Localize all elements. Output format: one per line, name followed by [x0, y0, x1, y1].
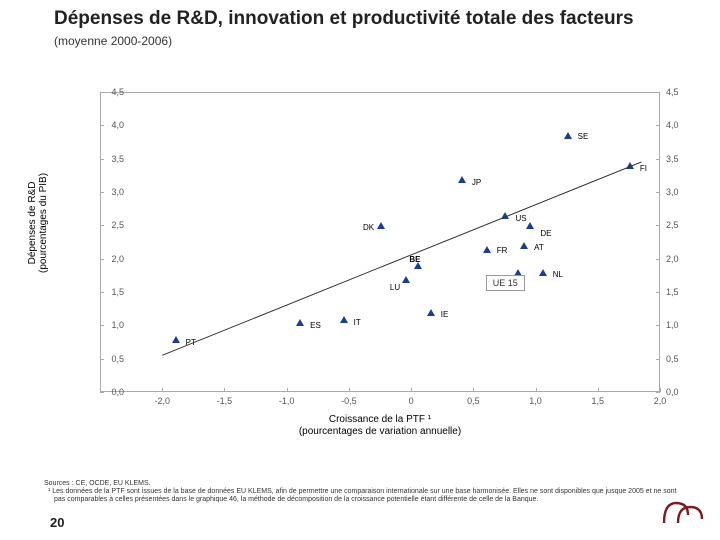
point-label-nl: NL — [553, 270, 563, 279]
point-label-at: AT — [534, 243, 544, 252]
subtitle: (moyenne 2000-2006) — [0, 32, 720, 52]
page-title: Dépenses de R&D, innovation et productiv… — [0, 0, 720, 32]
point-label-dk: DK — [363, 223, 374, 232]
logo-icon — [660, 497, 706, 532]
data-point-at — [520, 242, 528, 249]
ue15-label: UE 15 — [486, 275, 525, 291]
y-tick-right: 2,0 — [666, 254, 696, 264]
y-tick-left: 4,5 — [94, 87, 124, 97]
y-tick-left: 1,5 — [94, 287, 124, 297]
point-label-jp: JP — [472, 178, 481, 187]
point-label-es: ES — [310, 321, 321, 330]
data-point-fr — [483, 246, 491, 253]
x-axis-label: Croissance de la PTF ¹(pourcentages de v… — [100, 414, 660, 438]
sources-footnote: Sources : CE, OCDE, EU KLEMS. ¹ Les donn… — [44, 480, 680, 504]
x-tick: -1,5 — [209, 396, 239, 406]
point-label-it: IT — [354, 318, 361, 327]
y-tick-right: 4,0 — [666, 120, 696, 130]
x-tick: 2,0 — [645, 396, 675, 406]
point-label-fr: FR — [497, 246, 508, 255]
y-tick-right: 3,5 — [666, 154, 696, 164]
y-tick-right: 3,0 — [666, 187, 696, 197]
point-label-pt: PT — [186, 338, 196, 347]
x-tick: -2,0 — [147, 396, 177, 406]
x-tick: -0,5 — [334, 396, 364, 406]
x-tick: -1,0 — [272, 396, 302, 406]
point-label-fi: FI — [640, 164, 647, 173]
data-point-pt — [172, 336, 180, 343]
data-point-us — [501, 212, 509, 219]
point-label-us: US — [515, 214, 526, 223]
point-label-se: SE — [578, 132, 589, 141]
data-point-nl — [539, 269, 547, 276]
page-number: 20 — [50, 515, 64, 530]
y-tick-left: 2,0 — [94, 254, 124, 264]
scatter-chart: Dépenses de R&D(pourcentages du PIB) SEF… — [30, 92, 690, 432]
data-point-jp — [458, 176, 466, 183]
y-tick-left: 3,0 — [94, 187, 124, 197]
plot-area: SEFIJPUSDEDKATFRBENLUKLUIEITESPT — [100, 92, 660, 392]
x-tick: 0,5 — [458, 396, 488, 406]
x-tick: 1,5 — [583, 396, 613, 406]
data-point-dk — [377, 222, 385, 229]
y-tick-left: 3,5 — [94, 154, 124, 164]
data-point-de — [526, 222, 534, 229]
y-tick-right: 0,5 — [666, 354, 696, 364]
y-tick-left: 0,5 — [94, 354, 124, 364]
y-tick-right: 2,5 — [666, 220, 696, 230]
x-tick: 0 — [396, 396, 426, 406]
y-tick-right: 1,0 — [666, 320, 696, 330]
data-point-it — [340, 316, 348, 323]
y-tick-left: 0,0 — [94, 387, 124, 397]
data-point-se — [564, 132, 572, 139]
point-label-de: DE — [540, 229, 551, 238]
y-tick-right: 4,5 — [666, 87, 696, 97]
y-tick-right: 1,5 — [666, 287, 696, 297]
data-point-es — [296, 319, 304, 326]
point-label-ie: IE — [441, 310, 449, 319]
y-tick-left: 4,0 — [94, 120, 124, 130]
point-label-be: BE — [409, 255, 420, 264]
y-tick-left: 1,0 — [94, 320, 124, 330]
data-point-ie — [427, 309, 435, 316]
x-tick: 1,0 — [521, 396, 551, 406]
data-point-lu — [402, 276, 410, 283]
y-tick-left: 2,5 — [94, 220, 124, 230]
point-label-lu: LU — [390, 283, 400, 292]
data-point-fi — [626, 162, 634, 169]
